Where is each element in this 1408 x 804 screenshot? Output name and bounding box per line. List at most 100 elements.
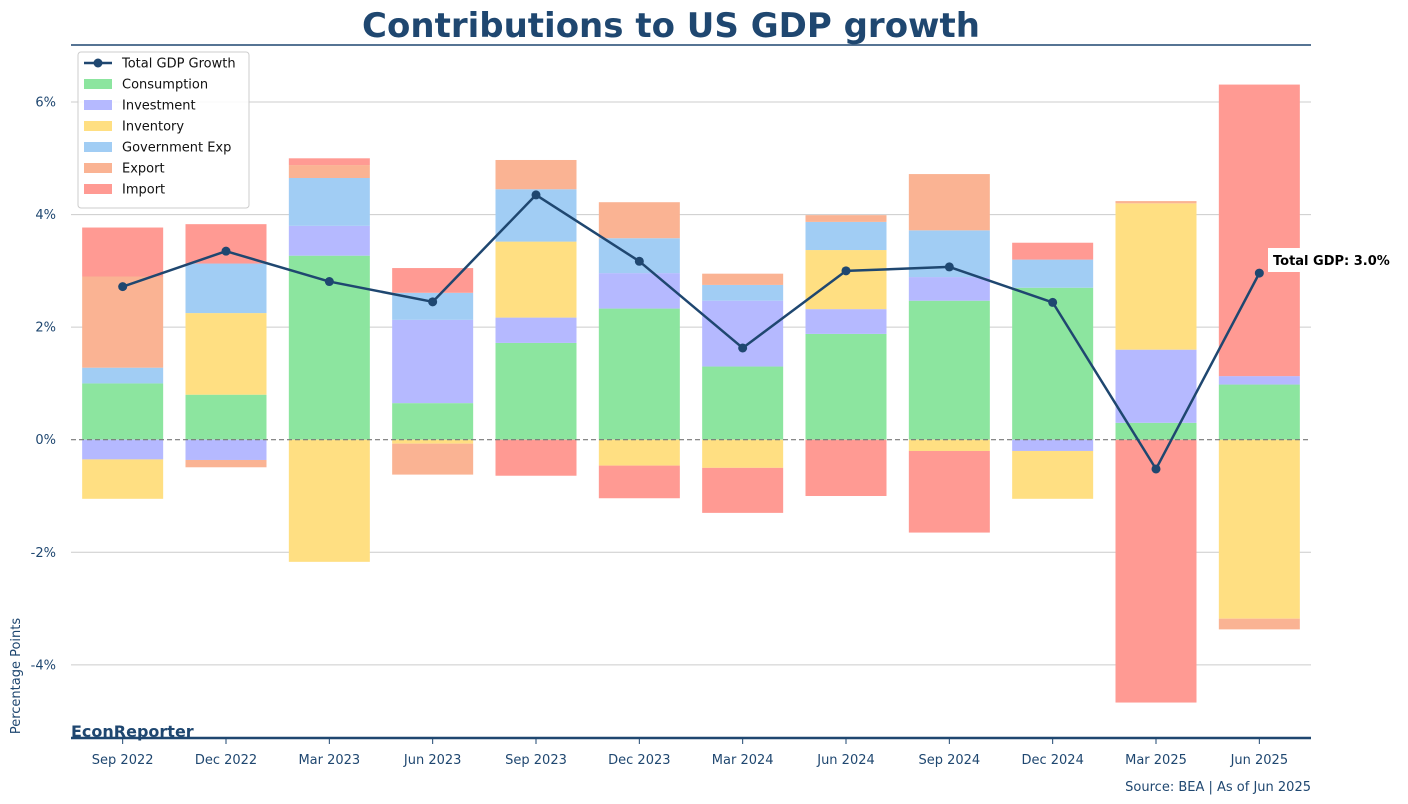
legend-swatch-marker xyxy=(93,58,103,68)
gdp-point xyxy=(841,266,851,276)
bar-segment xyxy=(908,277,990,301)
bar-segment xyxy=(1115,349,1197,423)
bar-segment xyxy=(908,439,990,451)
bar-segment xyxy=(1115,203,1197,350)
x-tick-label: Mar 2023 xyxy=(298,753,360,768)
bar-segment xyxy=(1218,84,1300,377)
bar-segment xyxy=(495,342,577,440)
x-tick-label: Mar 2024 xyxy=(712,753,774,768)
bars xyxy=(82,84,1300,703)
gdp-line-path xyxy=(122,193,1261,471)
bar-segment xyxy=(185,459,267,468)
legend-label: Export xyxy=(122,162,165,177)
bar-segment xyxy=(1115,439,1197,703)
y-tick-label: 0% xyxy=(35,433,56,448)
bar-segment xyxy=(805,439,887,496)
bar-segment xyxy=(805,333,887,440)
bar-segment xyxy=(598,308,680,440)
legend-swatch xyxy=(84,184,112,194)
source-label: Source: BEA | As of Jun 2025 xyxy=(1125,780,1311,795)
bar-segment xyxy=(185,263,267,314)
bar-segment xyxy=(1218,376,1300,385)
bar-segment xyxy=(702,300,784,367)
bar-segment xyxy=(805,250,887,310)
legend-swatch xyxy=(84,79,112,89)
bar-segment xyxy=(185,439,267,460)
gdp-point xyxy=(221,246,231,256)
bar-segment xyxy=(805,221,887,251)
x-tick-label: Jun 2025 xyxy=(1230,753,1289,768)
x-tick-labels: Sep 2022 Dec 2022 Mar 2023 Jun 2023 Sep 2023… xyxy=(92,738,1288,768)
y-tick-label: 2% xyxy=(35,321,56,336)
gdp-point xyxy=(531,190,541,200)
bar-segment xyxy=(702,366,784,440)
bar-segment xyxy=(288,165,370,179)
gdp-point xyxy=(1254,268,1264,278)
bar-segment xyxy=(185,224,267,264)
bar-segment xyxy=(1012,242,1094,260)
bar-segment xyxy=(1012,450,1094,499)
bar-segment xyxy=(185,394,267,440)
x-tick-label: Dec 2023 xyxy=(608,753,670,768)
brand-label: EconReporter xyxy=(71,722,194,741)
gdp-point xyxy=(738,343,748,353)
bar-segment xyxy=(1218,384,1300,440)
y-tick-label: -4% xyxy=(31,658,56,673)
chart-title: Contributions to US GDP growth xyxy=(362,6,980,46)
bar-segment xyxy=(495,317,577,343)
bar-segment xyxy=(288,158,370,166)
bar-segment xyxy=(495,439,577,476)
x-tick-label: Jun 2023 xyxy=(403,753,462,768)
legend-label: Import xyxy=(122,183,165,198)
annotation-box xyxy=(1268,248,1402,272)
gdp-line xyxy=(118,190,1264,474)
bar-segment xyxy=(392,403,474,440)
bar-segment xyxy=(805,309,887,334)
legend-swatch xyxy=(84,121,112,131)
grid-lines xyxy=(71,101,1311,666)
bar-segment xyxy=(82,367,164,384)
bar-segment xyxy=(805,215,887,222)
bar-segment xyxy=(288,225,370,256)
legend-label: Inventory xyxy=(122,120,184,135)
bar-segment xyxy=(1218,618,1300,630)
gdp-point xyxy=(1048,297,1058,307)
bar-segment xyxy=(392,439,474,444)
x-tick-label: Dec 2024 xyxy=(1021,753,1083,768)
gdp-point xyxy=(324,277,334,287)
bar-segment xyxy=(1012,439,1094,451)
bar-segment xyxy=(908,300,990,440)
x-tick-label: Sep 2023 xyxy=(505,753,567,768)
bar-segment xyxy=(908,450,990,533)
legend-swatch xyxy=(84,163,112,173)
gdp-point xyxy=(634,256,644,266)
legend: Total GDP Growth Consumption Investment Inv… xyxy=(77,51,250,209)
bar-segment xyxy=(1218,439,1300,619)
x-tick-label: Mar 2025 xyxy=(1125,753,1187,768)
legend-label: Investment xyxy=(122,99,196,114)
bar-segment xyxy=(702,284,784,301)
bar-segment xyxy=(1115,201,1197,204)
legend-label: Total GDP Growth xyxy=(121,57,236,72)
bar-segment xyxy=(288,439,370,562)
bar-segment xyxy=(598,465,680,499)
bar-segment xyxy=(598,202,680,239)
gdp-point xyxy=(1151,464,1161,474)
gdp-point xyxy=(428,297,438,307)
legend-label: Government Exp xyxy=(122,141,231,156)
legend-box xyxy=(77,51,250,209)
x-tick-label: Dec 2022 xyxy=(195,753,257,768)
bar-segment xyxy=(598,273,680,309)
legend-swatch xyxy=(84,142,112,152)
bar-segment xyxy=(82,439,164,460)
bar-segment xyxy=(598,439,680,466)
bar-segment xyxy=(1012,287,1094,440)
y-tick-labels: -4% -2% 0% 2% 4% 6% xyxy=(31,96,56,674)
bar-segment xyxy=(702,467,784,513)
bar-segment xyxy=(702,439,784,468)
legend-label: Consumption xyxy=(122,78,208,93)
bar-segment xyxy=(495,241,577,318)
legend-swatch xyxy=(84,100,112,110)
gdp-point xyxy=(118,282,128,292)
gdp-point xyxy=(944,262,954,272)
